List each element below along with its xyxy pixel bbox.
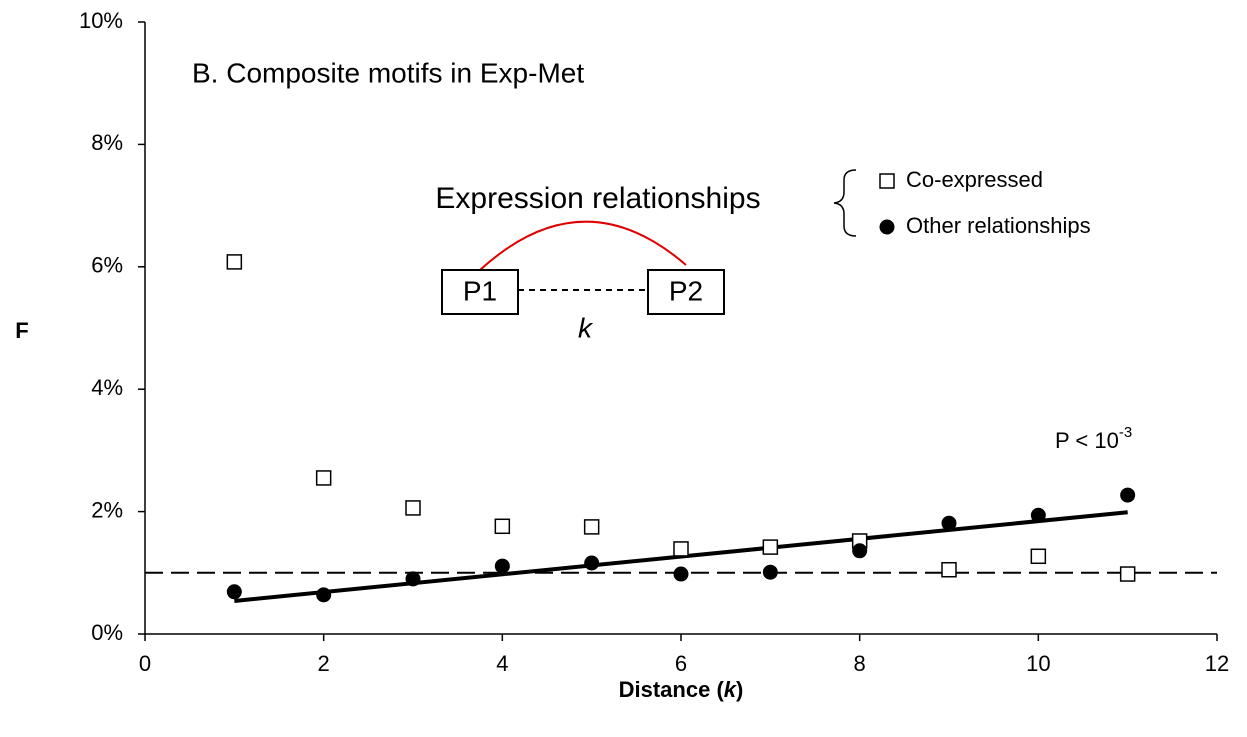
y-tick-label: 2% <box>91 497 123 522</box>
circle-marker <box>494 558 510 574</box>
square-marker <box>879 173 895 189</box>
circle-marker <box>879 219 895 235</box>
circle-marker <box>1120 487 1136 503</box>
p-value: P < 10-3 <box>1055 424 1132 453</box>
node-label: P1 <box>463 275 497 306</box>
circle-marker <box>852 543 868 559</box>
y-tick-label: 0% <box>91 620 123 645</box>
p-value-base: P < 10 <box>1055 428 1119 453</box>
square-marker <box>405 500 421 516</box>
relationship-arc <box>479 220 687 271</box>
node-box <box>647 269 725 315</box>
y-tick-label: 10% <box>79 8 123 33</box>
square-marker <box>941 561 957 578</box>
x-tick-label: 4 <box>496 651 508 676</box>
circle-marker <box>673 566 689 582</box>
x-tick-label: 0 <box>139 651 151 676</box>
legend-label: Co-expressed <box>906 167 1043 192</box>
x-label-end: ) <box>736 677 743 702</box>
node-label: P2 <box>669 275 703 306</box>
x-tick-label: 10 <box>1026 651 1050 676</box>
circle-marker <box>941 515 957 531</box>
x-label-text: Distance ( <box>619 677 725 702</box>
circle-marker <box>226 584 242 600</box>
diagram-label: Expression relationships <box>435 182 760 215</box>
chart-title: B. Composite motifs in Exp-Met <box>192 57 584 88</box>
circle-marker <box>405 571 421 587</box>
node-box <box>441 269 519 315</box>
x-tick-label: 6 <box>675 651 687 676</box>
square-marker <box>226 254 243 270</box>
y-axis-label: F <box>15 318 28 343</box>
square-marker <box>315 470 332 486</box>
square-marker <box>1030 548 1047 565</box>
circle-marker <box>584 555 600 571</box>
x-tick-label: 2 <box>318 651 330 676</box>
circle-marker <box>762 564 778 580</box>
x-tick-label: 12 <box>1205 651 1229 676</box>
x-axis-label: Distance (k) <box>619 677 744 702</box>
x-label-italic: k <box>724 677 738 702</box>
y-tick-label: 6% <box>91 253 123 278</box>
square-marker <box>762 539 779 555</box>
x-tick-label: 8 <box>854 651 866 676</box>
distance-label: k <box>578 312 594 343</box>
square-marker <box>673 541 689 557</box>
y-tick-label: 4% <box>91 375 123 400</box>
legend-brace <box>833 169 857 237</box>
square-marker <box>494 518 511 535</box>
circle-marker <box>1030 507 1046 523</box>
p-value-exponent: -3 <box>1119 424 1132 441</box>
y-tick-label: 8% <box>91 130 123 155</box>
legend-label: Other relationships <box>906 213 1091 238</box>
square-marker <box>583 519 600 535</box>
square-marker <box>1119 566 1136 582</box>
circle-marker <box>316 587 332 603</box>
